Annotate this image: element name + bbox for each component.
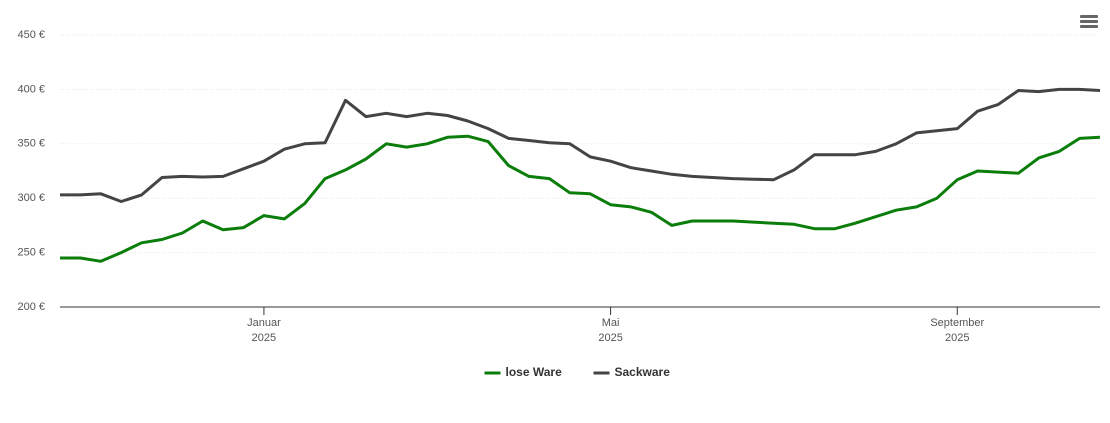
y-tick-label: 350 € bbox=[17, 138, 45, 150]
series-line bbox=[60, 87, 1101, 203]
legend-label: Sackware bbox=[615, 365, 671, 379]
legend-item[interactable]: lose Ware bbox=[484, 365, 563, 379]
y-tick-label: 450 € bbox=[17, 29, 45, 41]
series-line bbox=[60, 134, 1101, 263]
y-tick-label: 400 € bbox=[17, 83, 45, 95]
legend-item[interactable]: Sackware bbox=[593, 365, 671, 379]
y-tick-label: 200 € bbox=[17, 301, 45, 313]
x-tick-label: Januar 2025 bbox=[247, 317, 281, 344]
x-tick-label: Mai 2025 bbox=[598, 317, 622, 344]
x-tick-label: September 2025 bbox=[930, 317, 984, 344]
menu-icon[interactable] bbox=[1080, 15, 1098, 28]
legend-label: lose Ware bbox=[506, 365, 563, 379]
y-tick-label: 300 € bbox=[17, 192, 45, 204]
y-tick-label: 250 € bbox=[17, 247, 45, 259]
